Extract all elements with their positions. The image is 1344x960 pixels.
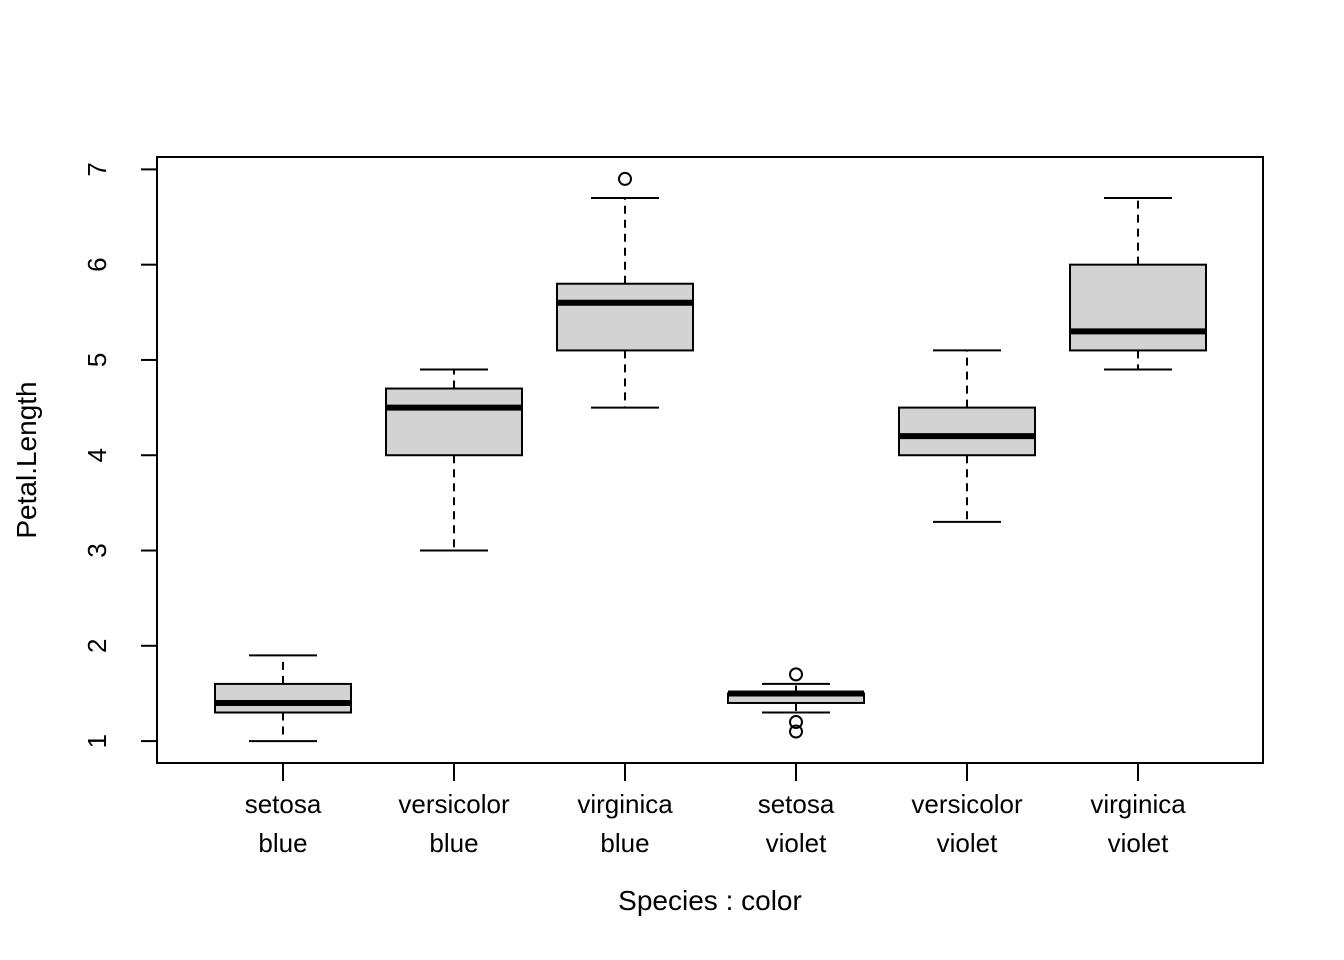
outlier-point xyxy=(789,667,803,682)
y-tick-label: 1 xyxy=(82,734,112,748)
box xyxy=(214,682,352,714)
x-tick-label: setosa xyxy=(245,789,322,819)
y-tick-label: 2 xyxy=(82,639,112,653)
box xyxy=(556,282,694,352)
x-tick-label: versicolor xyxy=(398,789,510,819)
box xyxy=(385,387,523,457)
x-tick-label: virginica xyxy=(577,789,673,819)
x-tick-label: blue xyxy=(429,828,478,858)
outlier-point xyxy=(618,171,632,186)
box xyxy=(898,406,1036,457)
x-tick-label: violet xyxy=(766,828,827,858)
outlier-point xyxy=(789,715,803,730)
x-tick-label: blue xyxy=(600,828,649,858)
x-tick-label: virginica xyxy=(1090,789,1186,819)
plot-area: 1 2 3 4 5 6 7 setosa blue versicolor blue virginica… xyxy=(82,156,1264,858)
x-tick-label: violet xyxy=(1108,828,1169,858)
y-tick-label: 3 xyxy=(82,543,112,557)
y-axis-title: Petal.Length xyxy=(11,381,42,538)
outlier-point xyxy=(789,724,803,739)
x-tick-label: violet xyxy=(937,828,998,858)
y-tick-label: 6 xyxy=(82,257,112,271)
plot-frame xyxy=(156,156,1264,764)
y-tick-label: 7 xyxy=(82,162,112,176)
y-tick-label: 5 xyxy=(82,353,112,367)
x-tick-label: blue xyxy=(258,828,307,858)
x-tick-label: versicolor xyxy=(911,789,1023,819)
x-tick-label: setosa xyxy=(758,789,835,819)
y-tick-label: 4 xyxy=(82,448,112,462)
box xyxy=(1069,263,1207,352)
x-axis-title: Species : color xyxy=(618,885,802,916)
